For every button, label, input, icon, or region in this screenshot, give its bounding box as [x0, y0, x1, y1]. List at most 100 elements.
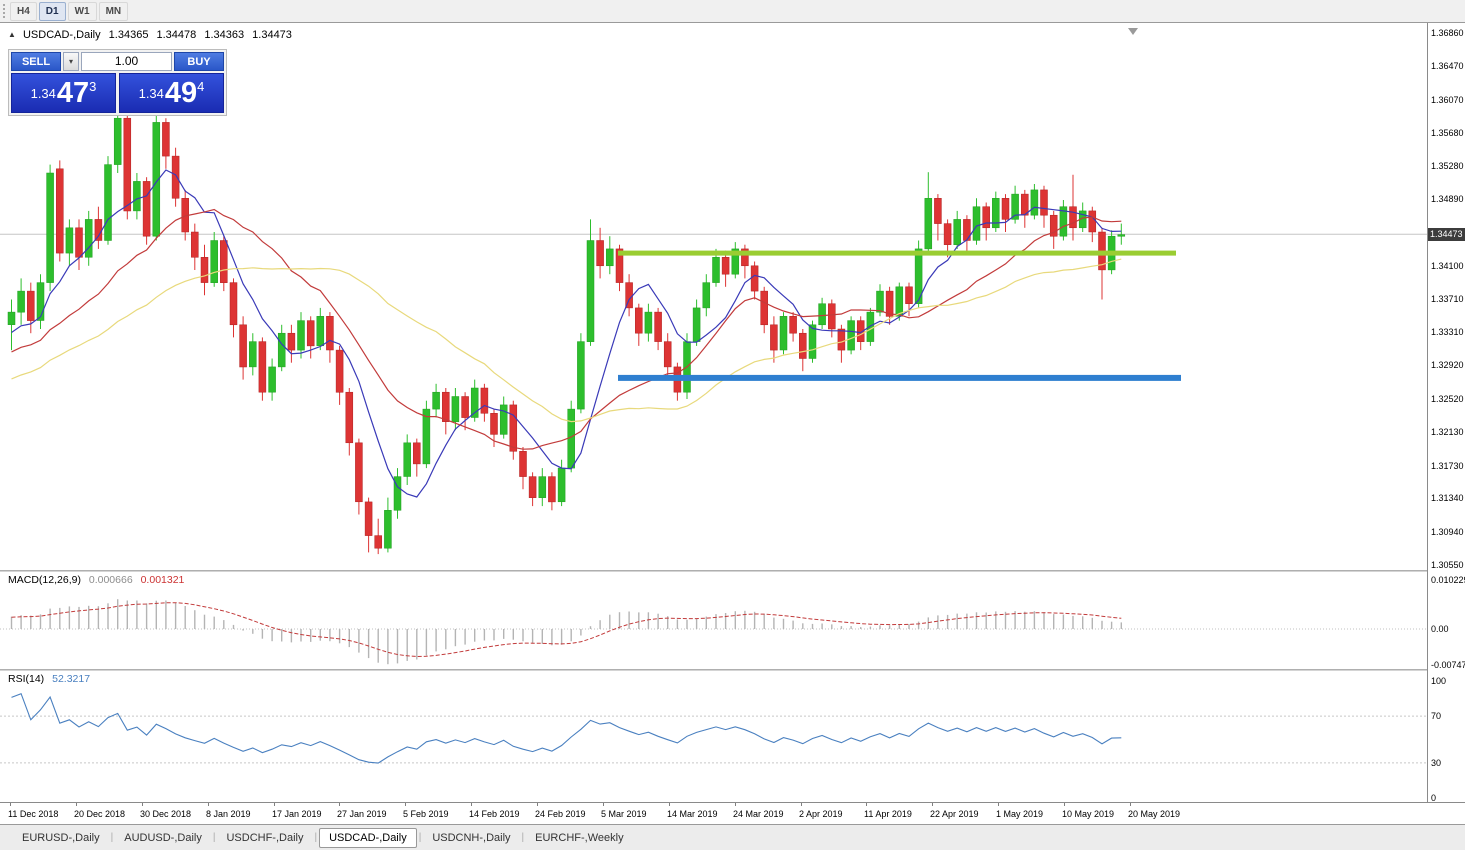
- support-line-blue[interactable]: [618, 374, 1181, 381]
- candle-body: [210, 240, 218, 283]
- candle-body: [953, 219, 961, 245]
- candle-body: [586, 240, 595, 342]
- date-axis-label: 14 Mar 2019: [667, 809, 718, 819]
- candle-body: [152, 122, 161, 237]
- candle-body: [779, 316, 788, 351]
- candle-body: [56, 168, 64, 254]
- buy-button[interactable]: BUY: [174, 52, 224, 71]
- price-axis-label: 1.31340: [1431, 493, 1464, 503]
- price-axis-label: 1.36860: [1431, 28, 1464, 38]
- chart-tab-eurusd-daily[interactable]: EURUSD-,Daily: [22, 831, 100, 844]
- chart-tab-audusd-daily[interactable]: AUDUSD-,Daily: [124, 831, 202, 844]
- macd-main-value: 0.000666: [88, 574, 133, 586]
- sell-price-big: 47: [56, 77, 90, 109]
- chart-tab-usdcad-daily[interactable]: USDCAD-,Daily: [319, 827, 417, 848]
- candle-body: [654, 311, 662, 342]
- macd-indicator-canvas[interactable]: [0, 572, 1427, 669]
- rsi-value: 52.3217: [52, 673, 91, 685]
- chart-tab-usdchf-daily[interactable]: USDCHF-,Daily: [226, 831, 304, 844]
- candle-body: [239, 324, 247, 368]
- candle-body: [721, 257, 730, 275]
- candle-body: [895, 286, 904, 317]
- candle-body: [943, 223, 952, 245]
- ma-slow-yellow: [11, 258, 1122, 423]
- date-axis-label: 11 Apr 2019: [864, 809, 912, 819]
- candle-body: [75, 227, 83, 258]
- candle-body: [567, 408, 575, 469]
- price-axis-label: 1.34100: [1431, 261, 1464, 271]
- chart-shift-marker[interactable]: [1128, 28, 1138, 35]
- candle-body: [1069, 206, 1077, 229]
- price-axis-label: 1.36070: [1431, 95, 1464, 105]
- price-axis-label: 1.33310: [1431, 327, 1464, 337]
- price-axis-label: 1.32520: [1431, 394, 1464, 404]
- candle-body: [422, 408, 431, 465]
- chart-tab-usdcnh-daily[interactable]: USDCNH-,Daily: [432, 831, 511, 844]
- timeframe-button-w1[interactable]: W1: [67, 2, 97, 21]
- timeframe-button-d1[interactable]: D1: [38, 2, 66, 21]
- pane-separator[interactable]: [0, 669, 1465, 671]
- time-axis-tick: [1064, 803, 1065, 806]
- candle-body: [1059, 206, 1068, 237]
- macd-name: MACD(12,26,9): [8, 574, 81, 586]
- candle-body: [557, 467, 566, 503]
- sell-button[interactable]: SELL: [11, 52, 61, 71]
- candle-body: [770, 324, 778, 351]
- date-axis-label: 27 Jan 2019: [337, 809, 387, 819]
- timeframe-button-mn[interactable]: MN: [98, 2, 129, 21]
- sell-price-panel[interactable]: 1.34 47 3: [11, 73, 116, 113]
- candle-body: [490, 413, 498, 435]
- chart-window: ▲ USDCAD-,Daily 1.34365 1.34478 1.34363 …: [0, 22, 1465, 826]
- price-axis-label: 1.34890: [1431, 194, 1464, 204]
- candle-body: [905, 286, 913, 304]
- resistance-line-olive[interactable]: [618, 250, 1176, 256]
- price-axis-label: 1.36470: [1431, 61, 1464, 71]
- rsi-indicator-canvas[interactable]: [0, 671, 1427, 802]
- timeframe-button-h4[interactable]: H4: [10, 2, 37, 21]
- candlestick-chart-canvas[interactable]: [0, 23, 1427, 570]
- candle-body: [432, 391, 440, 410]
- candle-body: [914, 248, 923, 304]
- candle-body: [480, 387, 489, 414]
- rsi-axis-label: 0: [1431, 793, 1437, 803]
- price-axis-label: 1.30940: [1431, 527, 1464, 537]
- candle-body: [712, 257, 720, 283]
- buy-price-panel[interactable]: 1.34 49 4: [119, 73, 224, 113]
- candle-body: [36, 282, 45, 321]
- price-axis-label: 1.32920: [1431, 360, 1464, 370]
- collapse-arrow-icon[interactable]: ▲: [8, 30, 16, 39]
- candle-body: [123, 117, 132, 212]
- candle-body: [499, 404, 508, 435]
- chart-title: ▲ USDCAD-,Daily 1.34365 1.34478 1.34363 …: [8, 29, 292, 41]
- candle-body: [876, 290, 884, 313]
- ohlc-close-value: 1.34473: [252, 29, 292, 41]
- candle-body: [17, 290, 25, 313]
- candle-body: [94, 219, 103, 241]
- candle-body: [972, 206, 981, 241]
- volume-dropdown-icon[interactable]: ▾: [63, 52, 79, 71]
- volume-input[interactable]: 1.00: [81, 52, 172, 71]
- candle-body: [741, 248, 749, 267]
- pane-separator[interactable]: [0, 570, 1465, 572]
- candle-body: [306, 320, 315, 347]
- time-axis-tick: [866, 803, 867, 806]
- candle-body: [451, 396, 460, 423]
- macd-axis-label: 0.00: [1431, 624, 1449, 634]
- candle-body: [538, 476, 547, 498]
- date-axis-label: 24 Mar 2019: [733, 809, 784, 819]
- chart-tab-eurchf-weekly[interactable]: EURCHF-,Weekly: [535, 831, 624, 844]
- toolbar-grip[interactable]: [3, 4, 8, 18]
- candle-body: [1011, 193, 1019, 220]
- date-axis-label: 5 Feb 2019: [403, 809, 449, 819]
- candle-body: [374, 535, 382, 549]
- candle-body: [808, 324, 817, 359]
- candle-body: [924, 198, 933, 250]
- candle-body: [326, 316, 334, 351]
- tab-separator: |: [418, 832, 422, 843]
- time-axis-tick: [735, 803, 736, 806]
- time-axis-tick: [932, 803, 933, 806]
- candle-body: [200, 257, 209, 283]
- candle-body: [470, 387, 479, 418]
- candle-body: [277, 332, 286, 368]
- time-axis-tick: [998, 803, 999, 806]
